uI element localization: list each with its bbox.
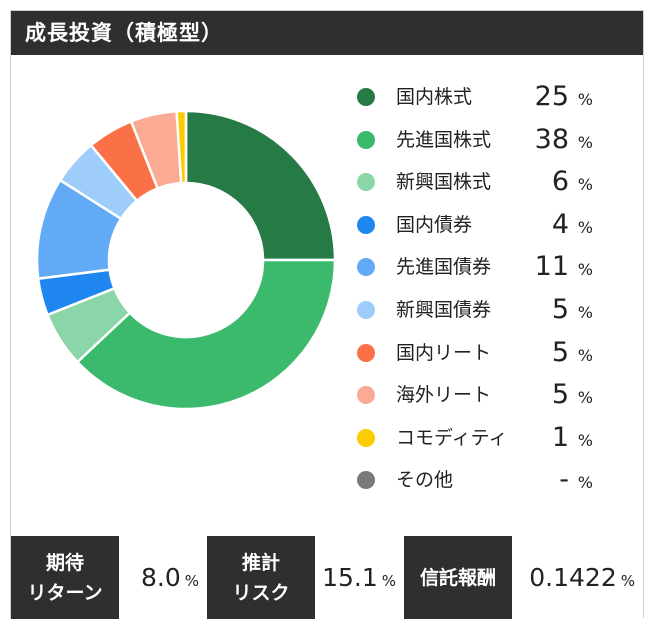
legend-item: 国内債券 4% — [357, 207, 597, 240]
legend-value: 6 — [551, 166, 569, 198]
legend-item: 先進国株式 38% — [357, 122, 597, 155]
card-title: 成長投資（積極型） — [11, 11, 643, 55]
legend-swatch-icon — [357, 88, 375, 106]
legend-unit: % — [577, 260, 593, 280]
legend-label: 新興国債券 — [396, 299, 492, 321]
legend-value: 1 — [551, 421, 569, 453]
legend-unit: % — [577, 175, 593, 195]
legend-label: 国内株式 — [396, 86, 473, 108]
trust-fee-label-text: 信託報酬 — [419, 566, 496, 589]
trust-fee-unit: % — [620, 571, 635, 590]
expected-return-value: 8.0% — [119, 536, 207, 619]
legend-label: 海外リート — [396, 384, 492, 407]
legend-swatch-icon — [357, 130, 375, 149]
legend-label: コモディティ — [396, 426, 508, 449]
expected-return-unit: % — [184, 571, 199, 590]
estimated-risk-label: 推計 リスク — [207, 536, 315, 619]
legend-swatch-icon — [357, 386, 375, 405]
legend-value: 38 — [534, 123, 569, 155]
legend-unit: % — [577, 303, 593, 322]
trust-fee-value: 0.1422% — [512, 536, 643, 619]
legend-label: 新興国株式 — [396, 171, 492, 194]
legend-label: 先進国債券 — [396, 256, 492, 279]
legend-label: 国内リート — [396, 341, 492, 364]
trust-fee-label: 信託報酬 — [404, 536, 512, 619]
legend-unit: % — [577, 217, 593, 237]
legend-value: 11 — [534, 251, 569, 283]
legend-label: 先進国株式 — [396, 128, 492, 151]
legend-item: 国内リート 5% — [357, 335, 597, 368]
expected-return-number: 8.0 — [140, 563, 181, 592]
estimated-risk-label-line2: リスク — [232, 581, 290, 604]
legend-item: 海外リート 5% — [357, 377, 597, 410]
legend-unit: % — [577, 132, 593, 152]
legend-value: 25 — [534, 81, 569, 112]
legend-swatch-icon — [357, 215, 375, 234]
legend-swatch-icon — [357, 428, 375, 447]
donut-slice-1 — [184, 109, 337, 262]
legend-swatch-icon — [357, 343, 375, 362]
legend-item: コモディティ 1% — [357, 420, 597, 453]
estimated-risk-label-line1: 推計 — [241, 551, 280, 574]
legend-swatch-icon — [357, 471, 375, 490]
donut-slice-9 — [175, 109, 188, 185]
metrics-footer: 期待リターン 8.0% 推計リスク 15.1% 信託報酬 0.1422% — [11, 536, 643, 619]
estimated-risk-unit: % — [381, 571, 396, 590]
legend-swatch-icon — [357, 301, 375, 319]
donut-slice-2 — [75, 258, 337, 411]
legend-item: 先進国債券 11% — [357, 249, 597, 282]
legend-unit: % — [577, 388, 593, 408]
legend-unit: % — [577, 345, 593, 365]
estimated-risk-number: 15.1 — [322, 563, 378, 592]
estimated-risk-value: 15.1% — [315, 536, 404, 619]
legend-item: 新興国債券 5% — [357, 292, 597, 325]
allocation-card: 成長投資（積極型） 国内株式 25% 先進国株式 38% 新興国株式 6% 国内債券 4% 先進… — [10, 10, 644, 619]
legend-item: 新興国株式 6% — [357, 164, 597, 197]
legend-unit: % — [577, 473, 593, 493]
legend-label: 国内債券 — [396, 213, 473, 236]
legend-swatch-icon — [357, 173, 375, 192]
trust-fee-number: 0.1422 — [529, 563, 617, 592]
legend-value: 5 — [551, 336, 569, 368]
legend-value: 5 — [551, 294, 569, 325]
legend-value: 5 — [551, 379, 569, 411]
legend-unit: % — [577, 430, 593, 450]
expected-return-label: 期待 リターン — [11, 536, 119, 619]
legend-item: 国内株式 25% — [357, 79, 597, 112]
legend-value: - — [559, 464, 569, 496]
expected-return-label-line2: リターン — [27, 581, 103, 604]
donut-chart — [35, 109, 337, 411]
legend-value: 4 — [551, 208, 569, 240]
legend-label: その他 — [396, 469, 454, 492]
expected-return-label-line1: 期待 — [45, 551, 84, 574]
legend-item: その他 -% — [357, 462, 597, 495]
legend-swatch-icon — [357, 258, 375, 277]
legend-unit: % — [577, 90, 593, 109]
